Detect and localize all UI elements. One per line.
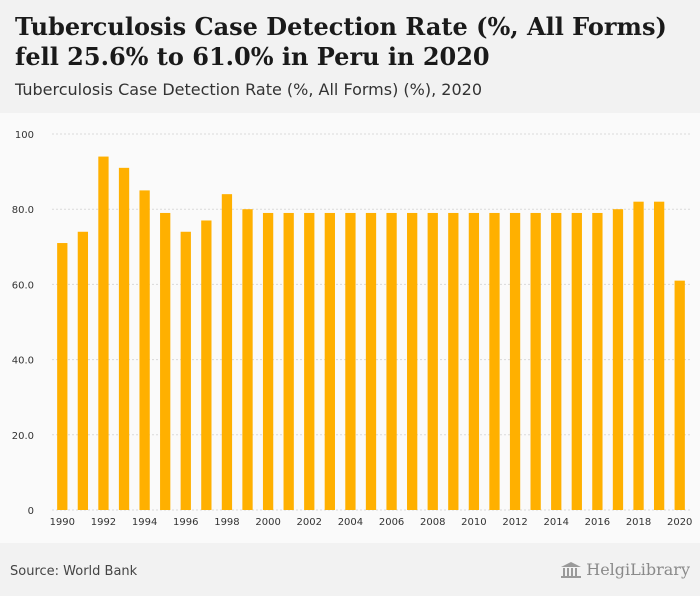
library-building-icon [561, 561, 582, 578]
x-tick-label: 2004 [338, 517, 363, 528]
source-note: Source: World Bank [10, 564, 138, 579]
bar-1995 [160, 212, 171, 510]
x-tick-label: 2012 [502, 517, 527, 528]
bar-1990 [57, 243, 68, 511]
page-title: Tuberculosis Case Detection Rate (%, All… [15, 12, 667, 71]
bar-2005 [365, 212, 377, 510]
x-tick-label: 2018 [626, 517, 651, 528]
y-tick-label: 0 [28, 506, 34, 517]
bar-2008 [427, 212, 438, 510]
helgi-library-logo[interactable]: HelgiLibrary [560, 560, 690, 579]
bar-2018 [633, 201, 644, 510]
bar-2020 [674, 280, 685, 510]
header-band [0, 0, 700, 113]
bar-2013 [530, 212, 541, 510]
y-tick-label: 20.0 [12, 431, 34, 442]
bar-2001 [283, 212, 294, 510]
bar-1991 [77, 231, 89, 510]
bar-1992 [98, 156, 109, 510]
x-tick-label: 2008 [420, 517, 445, 528]
y-tick-label: 80.0 [12, 205, 34, 216]
x-tick-label: 1996 [173, 517, 198, 528]
bar-2015 [571, 212, 582, 510]
bar-2007 [407, 212, 418, 510]
bar-1994 [139, 190, 150, 510]
bar-2012 [509, 212, 521, 510]
y-tick-label: 60.0 [12, 280, 34, 291]
bar-1999 [242, 209, 253, 510]
x-tick-label: 2002 [297, 517, 322, 528]
x-tick-label: 1990 [50, 517, 75, 528]
bar-chart: 0 20.0 40.0 60.0 80.0 100 1990 1992 1994 1996 1998… [12, 130, 693, 528]
bar-2004 [345, 212, 356, 510]
x-tick-label: 1992 [91, 517, 116, 528]
x-tick-label: 2014 [543, 517, 568, 528]
x-tick-label: 1998 [214, 517, 239, 528]
x-tick-label: 1994 [132, 517, 157, 528]
bar-2017 [612, 209, 624, 510]
bar-2000 [262, 212, 274, 510]
bar-2006 [386, 212, 397, 510]
bar-1996 [180, 231, 191, 510]
bar-1993 [118, 167, 130, 510]
bar-2011 [489, 212, 500, 510]
page-subtitle: Tuberculosis Case Detection Rate (%, All… [15, 80, 482, 99]
bar-2009 [448, 212, 459, 510]
y-tick-label: 40.0 [12, 356, 34, 367]
x-tick-label: 2016 [585, 517, 610, 528]
x-tick-label: 2010 [461, 517, 486, 528]
footer-band [0, 543, 700, 596]
logo-text: HelgiLibrary [586, 560, 690, 579]
bar-2014 [551, 212, 562, 510]
bar-2002 [304, 212, 315, 510]
bar-1998 [221, 194, 233, 510]
bar-2003 [324, 212, 335, 510]
bar-1997 [201, 220, 212, 510]
x-tick-label: 2006 [379, 517, 404, 528]
x-tick-label: 2000 [255, 517, 280, 528]
bar-2010 [468, 212, 480, 510]
bar-2016 [592, 212, 603, 510]
y-tick-label: 100 [15, 130, 34, 141]
x-tick-label: 2020 [667, 517, 692, 528]
bar-2019 [653, 201, 665, 510]
